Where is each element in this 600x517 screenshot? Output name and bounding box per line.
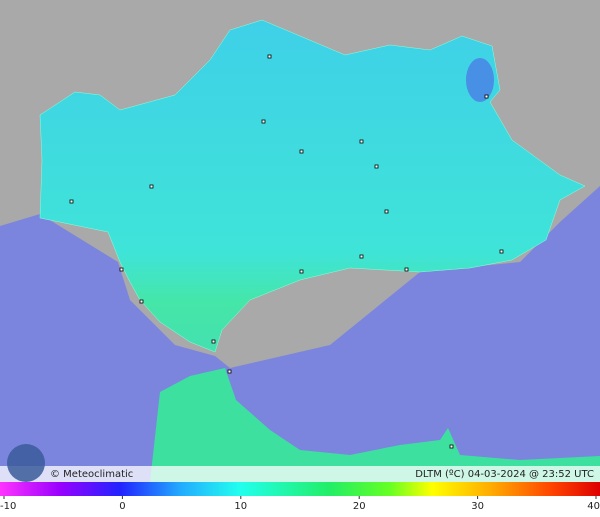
andalusia <box>39 19 586 353</box>
color-bar <box>0 482 600 496</box>
caption-bar <box>0 466 600 482</box>
scale-tick-label: 40 <box>587 501 600 512</box>
scale-tick-label: -10 <box>0 501 16 512</box>
caption: DLTM (ºC) 04-03-2024 @ 23:52 UTC <box>415 469 594 480</box>
morocco <box>150 368 600 482</box>
scale-tick-label: 20 <box>353 501 366 512</box>
scale-strip <box>0 496 600 517</box>
scale-tick-label: 0 <box>119 501 125 512</box>
scale-tick-label: 10 <box>234 501 247 512</box>
logo <box>7 444 45 482</box>
stations <box>69 54 504 449</box>
cold-spot <box>466 58 494 102</box>
scale-tick-label: 30 <box>471 501 484 512</box>
brand: © Meteoclimatic <box>50 469 133 480</box>
sea <box>0 186 600 482</box>
